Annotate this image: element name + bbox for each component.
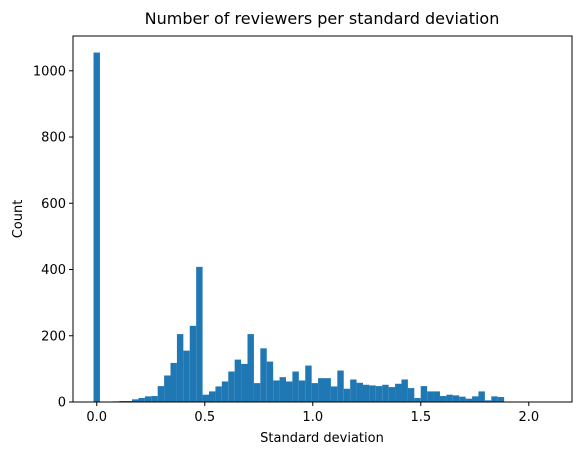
histogram-bar xyxy=(401,379,408,402)
histogram-bar xyxy=(343,388,351,402)
histogram-bar xyxy=(292,371,299,402)
y-tick-label: 0 xyxy=(58,396,66,411)
y-tick-label: 200 xyxy=(41,329,66,344)
histogram-bar xyxy=(484,400,492,402)
histogram-bar xyxy=(337,370,344,402)
x-tick-label: 2.0 xyxy=(518,410,539,425)
histogram-bar xyxy=(228,371,235,402)
histogram-bar xyxy=(497,397,505,402)
histogram-bar xyxy=(305,365,312,402)
histogram-bars xyxy=(93,52,505,402)
histogram-bar xyxy=(298,380,306,402)
histogram-bar xyxy=(318,378,325,402)
histogram-bar xyxy=(164,375,171,402)
histogram-bar xyxy=(209,391,216,402)
histogram-bar xyxy=(215,386,222,402)
plot-frame xyxy=(72,35,573,403)
histogram-bar xyxy=(459,396,466,402)
histogram-bar xyxy=(144,396,152,402)
histogram-bar xyxy=(433,391,440,402)
histogram-bar xyxy=(330,386,338,402)
histogram-bar xyxy=(132,399,139,402)
histogram-bar xyxy=(388,387,396,402)
histogram-bar xyxy=(221,381,229,402)
x-tick-label: 1.5 xyxy=(410,410,431,425)
histogram-bar xyxy=(356,382,363,402)
histogram-bar xyxy=(375,386,383,402)
histogram-bar xyxy=(472,396,479,402)
histogram-bar xyxy=(151,396,158,402)
histogram-bar xyxy=(241,363,248,402)
histogram-bar xyxy=(176,334,184,402)
histogram-bar xyxy=(273,380,280,402)
histogram-bar xyxy=(324,378,331,402)
histogram-bar xyxy=(189,325,197,402)
histogram-bar xyxy=(202,394,210,402)
histogram-bar xyxy=(491,396,498,402)
y-tick-label: 400 xyxy=(41,263,66,278)
x-axis: 0.0 0.5 1.0 1.5 2.0 xyxy=(86,402,539,425)
histogram-bar xyxy=(362,384,370,402)
x-tick-label: 0.5 xyxy=(194,410,215,425)
y-tick-label: 600 xyxy=(41,197,66,212)
x-tick-label: 1.0 xyxy=(302,410,323,425)
histogram-bar xyxy=(382,384,389,402)
histogram-bar xyxy=(93,52,100,402)
chart-title: Number of reviewers per standard deviati… xyxy=(145,9,500,28)
histogram-bar xyxy=(369,385,376,402)
histogram-bar xyxy=(311,383,319,402)
histogram-bar xyxy=(427,391,434,402)
histogram-bar xyxy=(465,398,473,402)
y-tick-label: 800 xyxy=(41,131,66,146)
histogram-bar xyxy=(234,359,242,402)
histogram-bar xyxy=(478,391,485,402)
y-tick-label: 1000 xyxy=(33,64,66,79)
histogram-bar xyxy=(183,350,190,402)
histogram-bar xyxy=(138,398,145,402)
histogram-bar xyxy=(260,348,267,402)
histogram-bar xyxy=(395,383,402,402)
histogram-bar xyxy=(196,266,203,402)
histogram-bar xyxy=(439,396,447,402)
histogram-bar xyxy=(266,361,274,402)
y-axis: 0 200 400 600 800 1000 xyxy=(33,64,73,411)
histogram-bar xyxy=(279,377,286,402)
histogram-bar xyxy=(157,386,165,402)
histogram-bar xyxy=(170,362,177,402)
histogram-bar xyxy=(452,395,460,402)
histogram-bar xyxy=(285,381,293,402)
histogram-bar xyxy=(253,383,261,402)
histogram-bar xyxy=(446,394,453,402)
y-axis-label: Count xyxy=(11,200,26,239)
histogram-bar xyxy=(407,388,415,402)
histogram-bar xyxy=(247,334,254,402)
histogram-bar xyxy=(420,386,428,402)
histogram-bar xyxy=(350,379,357,402)
x-axis-label: Standard deviation xyxy=(260,431,384,446)
x-tick-label: 0.0 xyxy=(86,410,107,425)
histogram-bar xyxy=(414,398,421,402)
